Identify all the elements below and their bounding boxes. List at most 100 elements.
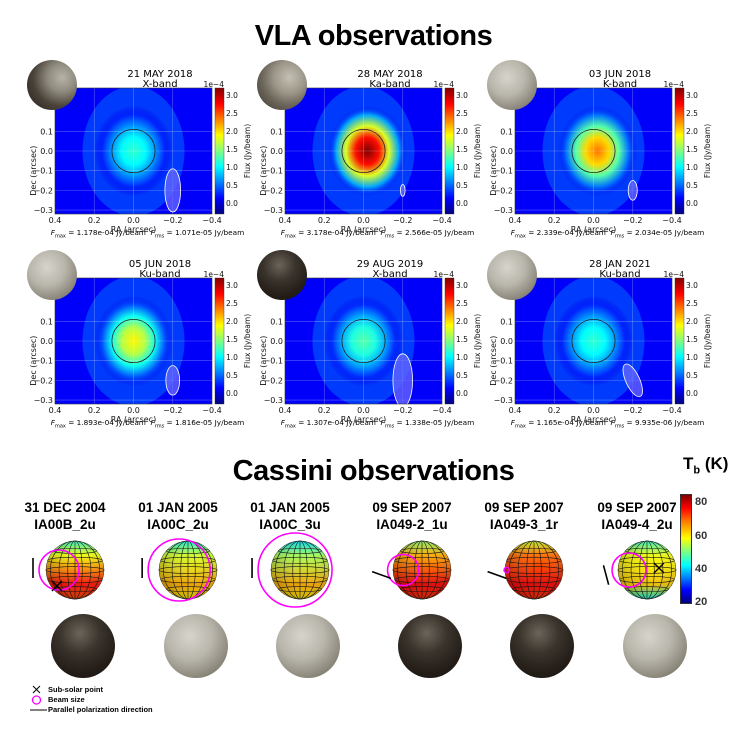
beam-circle <box>386 553 420 587</box>
colorbar-tick-label: 0.5 <box>686 371 698 380</box>
x-tick-label: 0.0 <box>587 406 600 415</box>
colorbar-tick-label: 2.5 <box>226 109 238 118</box>
polarization-line <box>487 570 507 580</box>
y-tick-label: −0.2 <box>494 186 513 195</box>
disk-outline <box>111 128 156 174</box>
y-axis-label: Dec (arcsec) <box>489 146 498 196</box>
x-tick-label: −0.2 <box>393 406 412 415</box>
beam-ellipse <box>627 180 638 201</box>
colorbar-tick-label: 3.0 <box>686 281 698 290</box>
x-tick-label: 0.4 <box>49 406 62 415</box>
colorbar-tick-label: 1.0 <box>686 353 698 362</box>
y-tick-label: 0.1 <box>40 317 53 326</box>
colorbar-tick-label: 0.5 <box>226 181 238 190</box>
x-tick-label: −0.2 <box>163 216 182 225</box>
panel-band: Ku-band <box>599 269 641 280</box>
beam-circle <box>147 538 211 602</box>
y-tick-label: 0.1 <box>270 127 283 136</box>
colorbar-tick-label: 0.5 <box>456 371 468 380</box>
x-tick-label: −0.4 <box>662 216 681 225</box>
colorbar-tick-label: 3.0 <box>226 91 238 100</box>
colorbar-tick-label: 1.5 <box>686 145 698 154</box>
x-mark-icon <box>30 685 48 695</box>
panel-date: 28 MAY 2018 <box>357 69 423 80</box>
x-tick-label: −0.2 <box>623 406 642 415</box>
frms-value: 1.071e-05 <box>174 228 213 237</box>
y-axis-label: Dec (arcsec) <box>29 146 38 196</box>
obs-date: 31 DEC 2004 <box>24 500 106 515</box>
colorbar-tick-label: 2.5 <box>456 109 468 118</box>
sphere-outline <box>270 540 330 600</box>
colorbar-tick-label: 0.0 <box>686 199 698 208</box>
y-axis-label: Dec (arcsec) <box>29 336 38 386</box>
x-axis-label: RA (arcsec) <box>111 415 156 424</box>
legend-item-subsolar: Sub-solar point <box>30 685 153 695</box>
iapetus-image <box>164 614 228 678</box>
x-tick-label: 0.0 <box>357 216 370 225</box>
subsolar-x-mark <box>51 580 63 592</box>
iapetus-image <box>487 60 537 110</box>
colorbar-exponent: 1e−4 <box>204 80 225 89</box>
colorbar-tick-label: 2.5 <box>226 299 238 308</box>
flux-colorbar <box>214 87 225 215</box>
disk-outline <box>111 318 156 364</box>
colorbar-tick-label: 3.0 <box>226 281 238 290</box>
cassini-legend: Sub-solar point Beam size Parallel polar… <box>30 685 153 715</box>
panel-flux-summary: Fmax = 1.307e-04 Jy/beam Frms = 1.338e-0… <box>280 418 475 430</box>
colorbar-tick-label: 3.0 <box>456 281 468 290</box>
obs-id: IA00B_2u <box>34 517 96 532</box>
colorbar-tick-label: 1.5 <box>456 335 468 344</box>
x-tick-label: 0.4 <box>49 216 62 225</box>
vla-heatmap: 0.4 0.2 0.0 −0.2 −0.4 0.1 0.0 −0.1 −0.2 −0.3 RA (a… <box>259 80 482 234</box>
panel-flux-summary: Fmax = 3.178e-04 Jy/beam Frms = 2.566e-0… <box>280 228 475 240</box>
legend-label: Sub-solar point <box>48 685 103 694</box>
obs-date: 09 SEP 2007 <box>597 500 677 515</box>
y-tick-label: −0.2 <box>264 376 283 385</box>
colorbar-tick-label: 0.0 <box>456 389 468 398</box>
legend-label: Parallel polarization direction <box>48 705 153 714</box>
x-tick-label: 0.0 <box>127 216 140 225</box>
colorbar-tick-label: 1.0 <box>456 163 468 172</box>
colorbar-tick-label: 2.0 <box>686 317 698 326</box>
iapetus-image <box>257 60 307 110</box>
x-tick-label: −0.4 <box>432 216 451 225</box>
panel-date: 28 JAN 2021 <box>589 259 651 270</box>
sphere-outline <box>504 540 564 600</box>
x-tick-label: 0.4 <box>279 216 292 225</box>
x-axis-label: RA (arcsec) <box>341 225 386 234</box>
flux-colorbar <box>444 277 455 405</box>
colorbar-tick-label: 0.0 <box>456 199 468 208</box>
colorbar-label: Flux (Jy/beam) <box>473 124 482 178</box>
x-tick-label: −0.4 <box>202 406 221 415</box>
y-tick-label: −0.3 <box>264 396 283 405</box>
colorbar-tick-label: 0.5 <box>226 371 238 380</box>
colorbar-label: Flux (Jy/beam) <box>473 314 482 368</box>
emission-blob <box>94 295 173 387</box>
y-tick-label: 0.0 <box>40 337 53 346</box>
flux-colorbar <box>674 277 685 405</box>
axes-frame <box>284 87 443 215</box>
y-tick-label: −0.2 <box>494 376 513 385</box>
y-tick-label: 0.0 <box>500 337 513 346</box>
emission-blob <box>94 105 173 197</box>
x-axis-label: RA (arcsec) <box>341 415 386 424</box>
y-tick-label: −0.2 <box>34 186 53 195</box>
x-tick-label: −0.2 <box>623 216 642 225</box>
y-tick-label: 0.0 <box>40 147 53 156</box>
legend-item-beam: Beam size <box>30 695 153 705</box>
vla-panel: 0.4 0.2 0.0 −0.2 −0.4 0.1 0.0 −0.1 −0.2 −0.3 RA (a… <box>257 250 490 440</box>
y-axis-label: Dec (arcsec) <box>489 336 498 386</box>
panel-flux-summary: Fmax = 1.165e-04 Jy/beam Frms = 9.935e-0… <box>510 418 705 430</box>
x-tick-label: 0.0 <box>127 406 140 415</box>
vla-panel: 0.4 0.2 0.0 −0.2 −0.4 0.1 0.0 −0.1 −0.2 −0.3 RA (a… <box>27 250 260 440</box>
panel-flux-summary: Fmax = 2.339e-04 Jy/beam Frms = 2.034e-0… <box>510 228 705 240</box>
cassini-obs-label: 01 JAN 2005 IA00C_3u <box>230 499 350 533</box>
obs-date: 01 JAN 2005 <box>138 500 218 515</box>
x-tick-label: 0.4 <box>509 216 522 225</box>
x-tick-label: −0.2 <box>163 406 182 415</box>
colorbar-tick-label: 1.0 <box>226 163 238 172</box>
flux-colorbar <box>214 277 225 405</box>
emission-blob <box>324 295 403 387</box>
y-tick-label: −0.3 <box>494 206 513 215</box>
panel-date: 05 JUN 2018 <box>128 259 192 270</box>
